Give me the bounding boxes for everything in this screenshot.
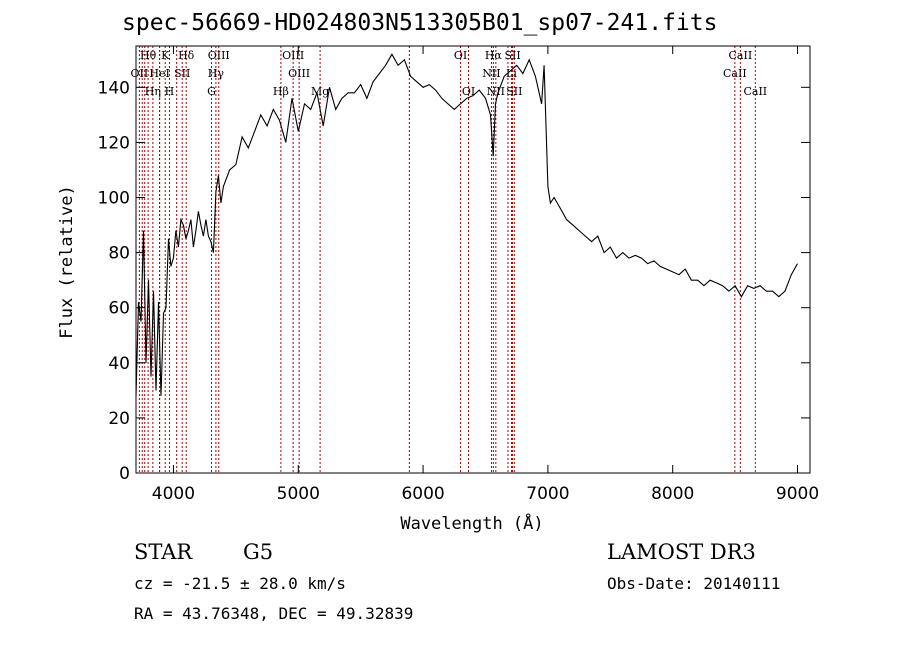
marker-label-15: Li — [506, 67, 517, 80]
y-tick-label-0: 0 — [119, 464, 130, 484]
marker-label-7: SII — [504, 49, 520, 62]
marker-label-11: SII — [174, 67, 190, 80]
marker-label-2: Hδ — [178, 49, 195, 62]
marker-label-9: OII — [131, 67, 149, 80]
marker-label-5: OI — [454, 49, 467, 62]
marker-label-17: Hη — [145, 85, 161, 98]
x-tick-label-5: 9000 — [776, 484, 819, 504]
redshift-velocity: cz = -21.5 ± 28.0 km/s — [134, 574, 346, 593]
x-tick-label-2: 6000 — [401, 484, 444, 504]
x-tick-label-3: 7000 — [526, 484, 569, 504]
marker-label-10: HeI — [149, 67, 169, 80]
y-tick-label-1: 20 — [108, 409, 130, 429]
marker-label-6: Hα — [485, 49, 503, 62]
coordinates: RA = 43.76348, DEC = 49.32839 — [134, 604, 414, 623]
object-class: STAR — [134, 540, 193, 564]
y-tick-label-2: 40 — [108, 354, 130, 374]
marker-label-16: CaII — [723, 67, 747, 80]
x-axis-label: Wavelength (Å) — [400, 512, 543, 534]
survey-name: LAMOST DR3 — [607, 540, 756, 564]
y-tick-label-4: 80 — [108, 244, 130, 264]
marker-label-0: Hθ — [140, 49, 157, 62]
y-tick-label-7: 140 — [98, 78, 130, 98]
x-tick-label-4: 8000 — [651, 484, 694, 504]
marker-label-12: Hγ — [208, 67, 225, 80]
marker-label-14: NII — [482, 67, 500, 80]
y-tick-label-6: 120 — [98, 133, 130, 153]
observation-date: Obs-Date: 20140111 — [607, 574, 781, 593]
x-tick-label-0: 4000 — [152, 484, 195, 504]
marker-label-24: SII — [506, 85, 522, 98]
marker-label-18: H — [165, 85, 175, 98]
marker-label-8: CaII — [729, 49, 753, 62]
marker-label-19: G — [207, 85, 216, 98]
marker-label-13: OIII — [288, 67, 310, 80]
object-subclass: G5 — [243, 540, 274, 564]
marker-label-3: OIII — [208, 49, 230, 62]
marker-label-25: CaII — [743, 85, 767, 98]
marker-label-21: Mg — [311, 85, 329, 98]
marker-label-1: K — [161, 49, 170, 62]
x-tick-label-1: 5000 — [277, 484, 320, 504]
y-axis-label: Flux (relative) — [57, 185, 77, 339]
x-axis-ticks: 4000 5000 6000 7000 8000 9000 — [152, 46, 819, 504]
marker-label-23: NII — [487, 85, 505, 98]
marker-label-20: Hβ — [273, 85, 289, 98]
marker-label-22: OI — [462, 85, 475, 98]
plot-frame — [135, 45, 811, 474]
y-tick-label-5: 100 — [98, 189, 130, 209]
y-tick-label-3: 60 — [108, 299, 130, 319]
y-axis-ticks: 0 20 40 60 80 100 120 140 — [98, 78, 810, 484]
spectrum-line — [135, 53, 798, 396]
marker-label-4: OIII — [282, 49, 304, 62]
spectral-line-markers — [138, 46, 756, 473]
chart-title: spec-56669-HD024803N513305B01_sp07-241.f… — [122, 10, 718, 36]
